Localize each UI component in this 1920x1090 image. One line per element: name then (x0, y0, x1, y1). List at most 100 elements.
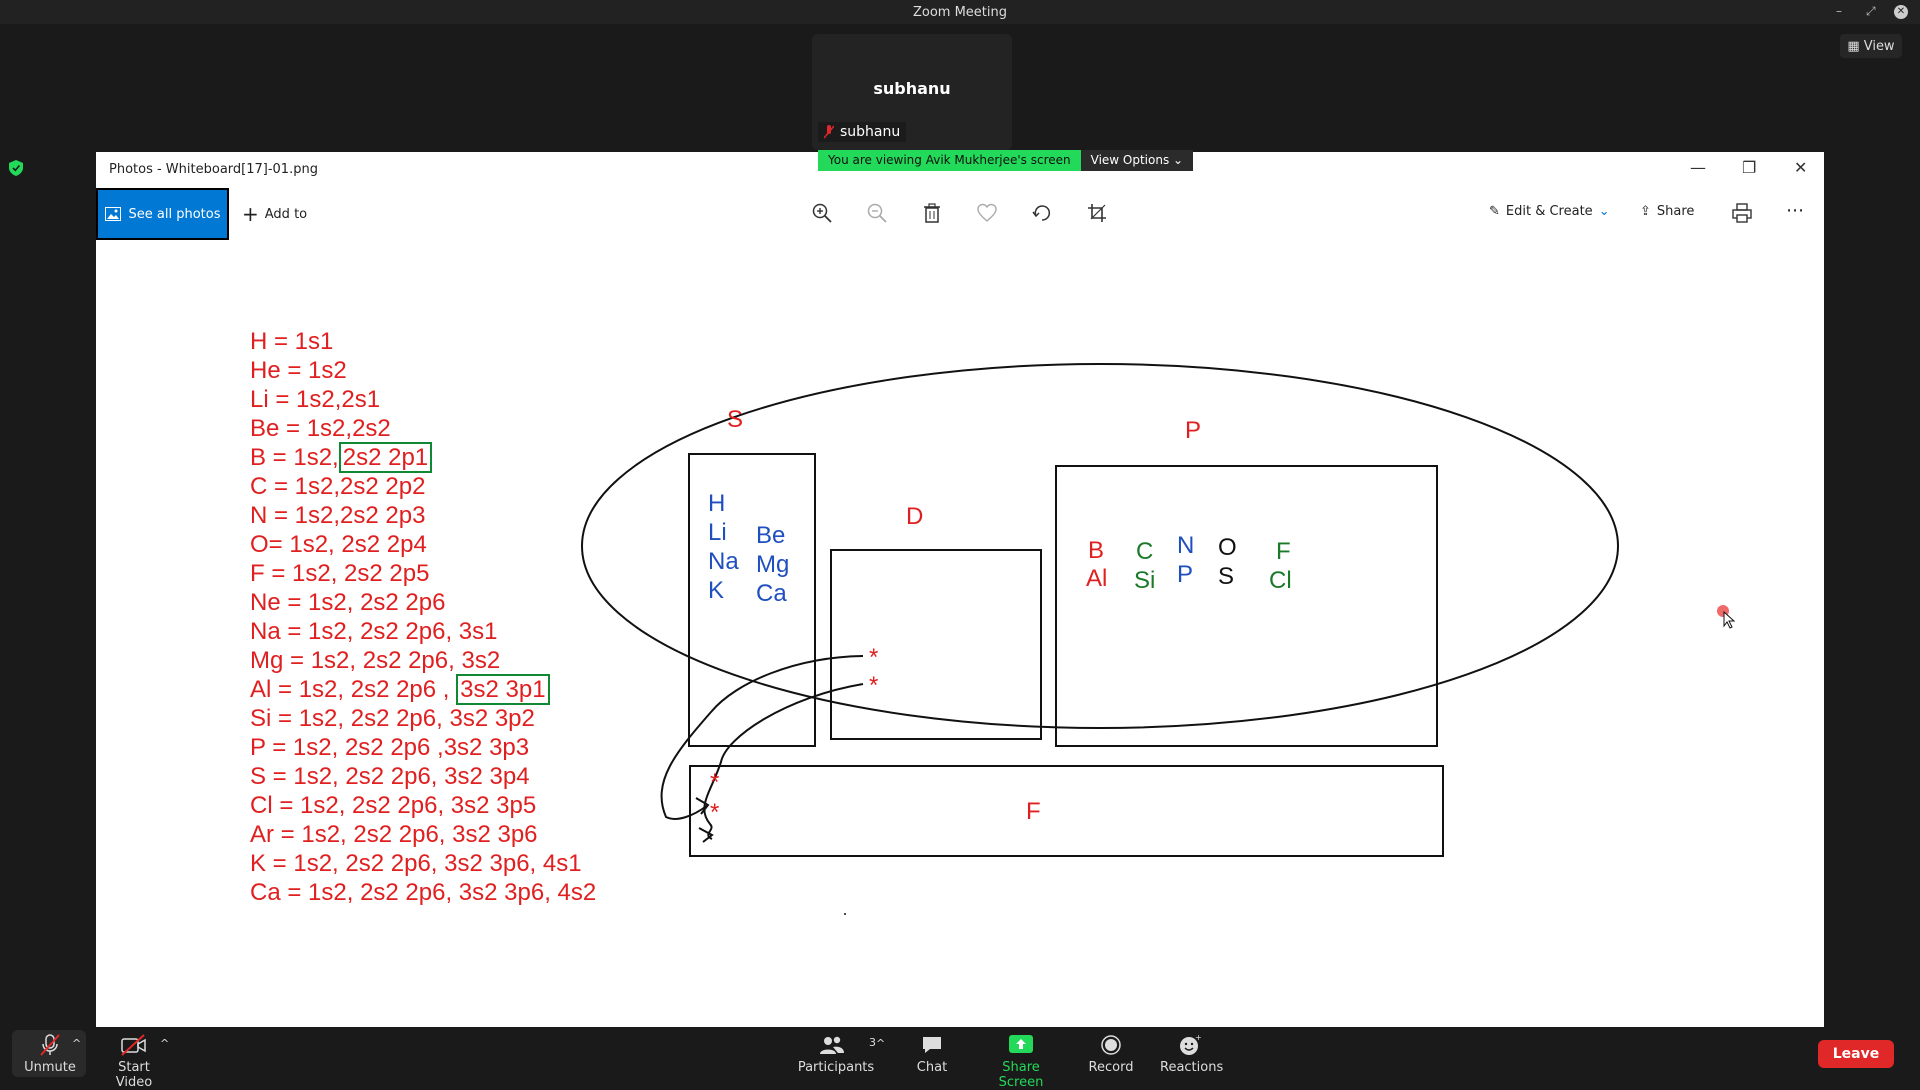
s-block-label: S (727, 406, 744, 433)
chat-button[interactable]: Chat (914, 1033, 950, 1075)
element-mg: Mg (756, 551, 790, 578)
element-ca: Ca (756, 580, 787, 607)
video-options-caret[interactable]: ^ (160, 1037, 170, 1050)
star-mark-1: * (869, 644, 879, 671)
leave-button[interactable]: Leave (1818, 1040, 1894, 1068)
zoom-in-icon[interactable] (811, 202, 833, 224)
participants-icon (819, 1036, 844, 1054)
more-options-icon[interactable]: ⋯ (1786, 200, 1804, 221)
element-al: Al (1086, 565, 1108, 592)
record-button[interactable]: Record (1088, 1033, 1134, 1075)
config-line-text: Si = 1s2, 2s2 2p6, 3s2 3p2 (250, 705, 535, 732)
element-n: N (1177, 532, 1195, 559)
audio-options-caret[interactable]: ^ (72, 1037, 82, 1050)
chat-label: Chat (916, 1060, 948, 1075)
highlighted-valence-config: 3s2 3p1 (456, 674, 550, 705)
chevron-down-icon: ⌄ (1173, 153, 1184, 167)
config-line-text: K = 1s2, 2s2 2p6, 3s2 3p6, 4s1 (250, 850, 582, 877)
p-block-label: P (1185, 417, 1202, 444)
unmute-button[interactable]: Unmute (20, 1033, 80, 1075)
element-na: Na (708, 548, 739, 575)
participant-count: 3 (869, 1036, 876, 1049)
config-line: Ca = 1s2, 2s2 2p6, 3s2 3p6, 4s2 (250, 879, 596, 907)
f-block-label: F (1026, 798, 1041, 825)
rotate-icon[interactable] (1031, 202, 1053, 224)
mic-muted-icon (824, 125, 834, 139)
stray-dot (844, 913, 846, 915)
element-b: B (1088, 537, 1105, 564)
reactions-button[interactable]: + Reactions (1160, 1033, 1223, 1075)
element-cl: Cl (1269, 567, 1292, 594)
element-li: Li (708, 519, 727, 546)
config-line: Ne = 1s2, 2s2 2p6 (250, 589, 445, 617)
grid-icon: ▦ (1847, 38, 1860, 54)
config-line: F = 1s2, 2s2 2p5 (250, 560, 429, 588)
edit-create-button[interactable]: ✎ Edit & Create ⌄ (1489, 204, 1610, 219)
screen-share-banner: You are viewing Avik Mukherjee's screen … (818, 150, 1194, 171)
arrow-head-2 (698, 827, 714, 843)
print-icon[interactable] (1731, 202, 1753, 224)
config-line: Be = 1s2,2s2 (250, 415, 391, 443)
element-be: Be (756, 522, 786, 549)
config-line: P = 1s2, 2s2 2p6 ,3s2 3p3 (250, 734, 529, 762)
zoom-out-icon[interactable] (866, 202, 888, 224)
config-line-text: C = 1s2,2s2 2p2 (250, 473, 426, 500)
participant-tile[interactable]: subhanu subhanu (812, 34, 1012, 150)
config-line-text: Cl = 1s2, 2s2 2p6, 3s2 3p5 (250, 792, 537, 819)
add-to-button[interactable]: + Add to (242, 202, 307, 226)
viewing-text: You are viewing Avik Mukherjee's screen (818, 150, 1081, 171)
config-line: Al = 1s2, 2s2 2p6 , 3s2 3p1 (250, 674, 550, 705)
config-line: S = 1s2, 2s2 2p6, 3s2 3p4 (250, 763, 530, 791)
close-icon[interactable]: ✕ (1794, 158, 1808, 177)
config-line-text: Ca = 1s2, 2s2 2p6, 3s2 3p6, 4s2 (250, 879, 597, 906)
edit-create-label: Edit & Create (1505, 204, 1593, 219)
minimize-icon[interactable]: — (1690, 158, 1706, 177)
config-line-text: Na = 1s2, 2s2 2p6, 3s1 (250, 618, 498, 645)
d-block-label: D (906, 503, 924, 530)
element-h: H (708, 490, 726, 517)
config-line: C = 1s2,2s2 2p2 (250, 473, 425, 501)
chevron-down-icon: ⌄ (1598, 204, 1610, 219)
config-line-text: F = 1s2, 2s2 2p5 (250, 560, 430, 587)
arrow-curve-1 (660, 655, 864, 820)
config-line: Cl = 1s2, 2s2 2p6, 3s2 3p5 (250, 792, 536, 820)
photos-window: Photos - Whiteboard[17]-01.png — ❐ ✕ See… (96, 152, 1824, 1027)
config-line: Li = 1s2,2s1 (250, 386, 380, 414)
favorite-heart-icon[interactable] (976, 202, 998, 224)
participants-options-caret[interactable]: ^ (876, 1037, 886, 1050)
config-line-text: P = 1s2, 2s2 2p6 ,3s2 3p3 (250, 734, 530, 761)
p-block-box (1055, 465, 1438, 747)
config-line-text: Li = 1s2,2s1 (250, 386, 381, 413)
window-title: Zoom Meeting (912, 5, 1008, 20)
f-block-box (689, 765, 1444, 857)
reactions-icon: + (1180, 1033, 1202, 1055)
config-line-text: B = 1s2, (250, 444, 339, 471)
element-p: P (1177, 561, 1194, 588)
element-si: Si (1134, 567, 1156, 594)
share-screen-button[interactable]: Share Screen (978, 1033, 1064, 1090)
shield-icon[interactable] (9, 160, 23, 176)
restore-icon[interactable]: ❐ (1742, 158, 1757, 177)
delete-icon[interactable] (921, 202, 943, 224)
config-line: Ar = 1s2, 2s2 2p6, 3s2 3p6 (250, 821, 538, 849)
participants-button[interactable]: 3 Participants (796, 1033, 876, 1075)
config-line: Mg = 1s2, 2s2 2p6, 3s2 (250, 647, 500, 675)
view-button[interactable]: ▦ View (1840, 34, 1902, 58)
config-line-text: He = 1s2 (250, 357, 347, 384)
see-all-photos-button[interactable]: See all photos (96, 188, 229, 240)
participants-label: Participants (797, 1060, 875, 1075)
view-label: View (1863, 38, 1895, 54)
record-label: Record (1088, 1060, 1134, 1075)
config-line-text: H = 1s1 (250, 328, 334, 355)
element-f: F (1276, 538, 1291, 565)
restore-icon[interactable]: ⤢ (1866, 4, 1876, 18)
config-line-text: S = 1s2, 2s2 2p6, 3s2 3p4 (250, 763, 530, 790)
arrow-head-1 (695, 797, 710, 815)
minimize-icon[interactable]: – (1836, 4, 1842, 18)
crop-icon[interactable] (1086, 202, 1108, 224)
view-options-button[interactable]: View Options ⌄ (1080, 150, 1194, 171)
d-block-box (830, 549, 1042, 740)
close-icon[interactable]: ✕ (1894, 5, 1908, 19)
share-button[interactable]: ⇪ Share (1640, 204, 1694, 219)
share-label: Share (1656, 204, 1695, 219)
